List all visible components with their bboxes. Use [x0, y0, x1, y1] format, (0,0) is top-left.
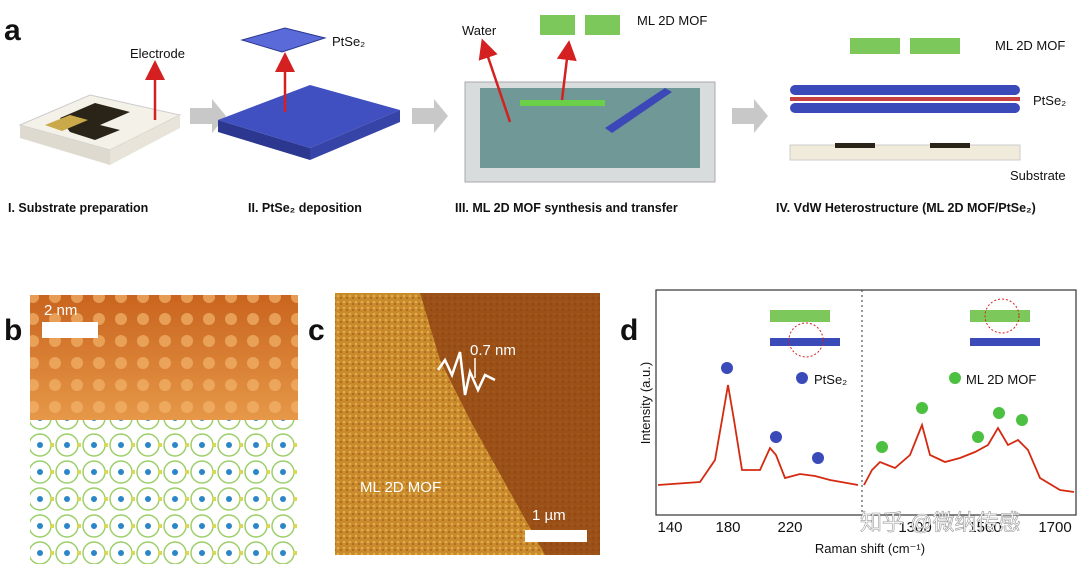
legend-label: PtSe₂ — [814, 372, 847, 387]
panel-label: b — [4, 314, 22, 347]
callout: ML 2D MOF — [995, 38, 1065, 53]
callout: ML 2D MOF — [637, 13, 707, 28]
callout: PtSe₂ — [332, 34, 365, 49]
scale-bar — [42, 322, 98, 338]
heterostructure — [789, 38, 1021, 161]
x-tick-label: 180 — [715, 519, 740, 536]
x-tick-label: 220 — [777, 519, 802, 536]
x-axis-label: Raman shift (cm⁻¹) — [815, 541, 925, 556]
step-arrow — [732, 99, 768, 133]
y-axis-label: Intensity (a.u.) — [638, 362, 653, 444]
legend-label: ML 2D MOF — [966, 372, 1036, 387]
step-caption: IV. VdW Heterostructure (ML 2D MOF/PtSe₂… — [776, 201, 1036, 215]
step-arrow — [412, 99, 448, 133]
panel-label: c — [308, 314, 325, 347]
afm-image — [335, 293, 600, 555]
arrow — [556, 40, 577, 101]
panel-label: d — [620, 314, 638, 347]
callout: Electrode — [130, 46, 185, 61]
step-arrow — [190, 99, 226, 133]
step-caption: II. PtSe₂ deposition — [248, 201, 362, 215]
callout: Water — [462, 23, 497, 38]
arrow — [478, 38, 512, 123]
stm-image — [30, 295, 298, 564]
callout: PtSe₂ — [1033, 93, 1066, 108]
x-tick-label: 1300 — [898, 519, 931, 536]
substrate-device — [18, 94, 182, 165]
step-caption: I. Substrate preparation — [8, 201, 148, 215]
raman-plot — [655, 289, 1077, 516]
callout: Substrate — [1010, 168, 1066, 183]
scale-label: 2 nm — [44, 302, 77, 319]
watermark: 知乎 @微纳传感 — [860, 510, 1020, 535]
scale-label: 1 µm — [532, 507, 566, 524]
region-label: ML 2D MOF — [360, 479, 441, 496]
water-tank — [464, 15, 716, 183]
step-caption: III. ML 2D MOF synthesis and transfer — [455, 201, 678, 215]
x-tick-label: 1700 — [1038, 519, 1071, 536]
ptse2-device — [218, 27, 400, 160]
x-tick-label: 1500 — [968, 519, 1001, 536]
step-height: 0.7 nm — [470, 342, 516, 359]
x-tick-label: 140 — [657, 519, 682, 536]
panel-label: a — [4, 14, 21, 47]
